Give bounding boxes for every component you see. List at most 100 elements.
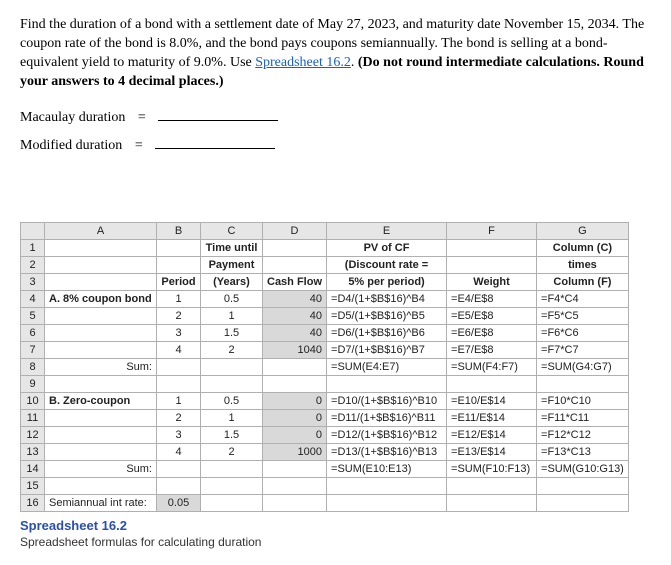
cell-G8: =SUM(G4:G7) [537, 358, 629, 375]
cell-A5 [45, 307, 157, 324]
cell-F2 [447, 256, 537, 273]
cell-C1: Time until [201, 239, 263, 256]
cell-D7: 1040 [263, 341, 327, 358]
cell-G14: =SUM(G10:G13) [537, 460, 629, 477]
macaulay-label: Macaulay duration [20, 110, 125, 125]
cell-E9 [327, 375, 447, 392]
cell-F10: =E10/E$14 [447, 392, 537, 409]
cell-C12: 1.5 [201, 426, 263, 443]
cell-A10: B. Zero-coupon [45, 392, 157, 409]
cell-F8: =SUM(F4:F7) [447, 358, 537, 375]
cell-C6: 1.5 [201, 324, 263, 341]
cell-D4: 40 [263, 290, 327, 307]
cell-B4: 1 [157, 290, 201, 307]
cell-E15 [327, 477, 447, 494]
cell-B9 [157, 375, 201, 392]
col-header-F: F [447, 222, 537, 239]
cell-B11: 2 [157, 409, 201, 426]
col-header-G: G [537, 222, 629, 239]
cell-A13 [45, 443, 157, 460]
cell-A8: Sum: [45, 358, 157, 375]
cell-E1: PV of CF [327, 239, 447, 256]
cell-A7 [45, 341, 157, 358]
cell-E5: =D5/(1+$B$16)^B5 [327, 307, 447, 324]
cell-C10: 0.5 [201, 392, 263, 409]
row-header-4: 4 [21, 290, 45, 307]
cell-D16 [263, 494, 327, 511]
cell-E2: (Discount rate = [327, 256, 447, 273]
cell-D11: 0 [263, 409, 327, 426]
cell-F15 [447, 477, 537, 494]
cell-D5: 40 [263, 307, 327, 324]
row-header-15: 15 [21, 477, 45, 494]
cell-B10: 1 [157, 392, 201, 409]
row-header-1: 1 [21, 239, 45, 256]
cell-B7: 4 [157, 341, 201, 358]
cell-A6 [45, 324, 157, 341]
cell-B5: 2 [157, 307, 201, 324]
cell-G4: =F4*C4 [537, 290, 629, 307]
cell-F7: =E7/E$8 [447, 341, 537, 358]
row-header-9: 9 [21, 375, 45, 392]
cell-E12: =D12/(1+$B$16)^B12 [327, 426, 447, 443]
cell-D3: Cash Flow [263, 273, 327, 290]
modified-input-blank[interactable] [155, 134, 275, 149]
cell-G7: =F7*C7 [537, 341, 629, 358]
row-header-14: 14 [21, 460, 45, 477]
cell-B14 [157, 460, 201, 477]
cell-D6: 40 [263, 324, 327, 341]
problem-text: Find the duration of a bond with a settl… [20, 16, 651, 92]
spreadsheet-caption: Spreadsheet 16.2 [20, 518, 651, 533]
cell-G1: Column (C) [537, 239, 629, 256]
row-header-7: 7 [21, 341, 45, 358]
cell-B1 [157, 239, 201, 256]
cell-A16: Semiannual int rate: [45, 494, 157, 511]
cell-B8 [157, 358, 201, 375]
spreadsheet-table: ABCDEFG1Time untilPV of CFColumn (C)2Pay… [20, 222, 629, 512]
row-header-11: 11 [21, 409, 45, 426]
cell-F4: =E4/E$8 [447, 290, 537, 307]
cell-B16: 0.05 [157, 494, 201, 511]
cell-G16 [537, 494, 629, 511]
cell-A2 [45, 256, 157, 273]
cell-A12 [45, 426, 157, 443]
cell-C7: 2 [201, 341, 263, 358]
cell-B15 [157, 477, 201, 494]
row-header-10: 10 [21, 392, 45, 409]
row-header-3: 3 [21, 273, 45, 290]
cell-F1 [447, 239, 537, 256]
cell-A14: Sum: [45, 460, 157, 477]
cell-B12: 3 [157, 426, 201, 443]
cell-E13: =D13/(1+$B$16)^B13 [327, 443, 447, 460]
row-header-6: 6 [21, 324, 45, 341]
cell-C15 [201, 477, 263, 494]
cell-F3: Weight [447, 273, 537, 290]
cell-E16 [327, 494, 447, 511]
corner-cell [21, 222, 45, 239]
cell-D13: 1000 [263, 443, 327, 460]
macaulay-input-blank[interactable] [158, 106, 278, 121]
cell-E10: =D10/(1+$B$16)^B10 [327, 392, 447, 409]
cell-D12: 0 [263, 426, 327, 443]
row-header-16: 16 [21, 494, 45, 511]
cell-C13: 2 [201, 443, 263, 460]
cell-A15 [45, 477, 157, 494]
cell-F16 [447, 494, 537, 511]
spreadsheet-link[interactable]: Spreadsheet 16.2 [255, 55, 351, 70]
equals-sign: = [135, 110, 149, 126]
cell-C8 [201, 358, 263, 375]
cell-C9 [201, 375, 263, 392]
cell-D9 [263, 375, 327, 392]
modified-label: Modified duration [20, 138, 122, 153]
cell-A11 [45, 409, 157, 426]
cell-A1 [45, 239, 157, 256]
cell-A3 [45, 273, 157, 290]
col-header-A: A [45, 222, 157, 239]
col-header-E: E [327, 222, 447, 239]
cell-G2: times [537, 256, 629, 273]
row-header-2: 2 [21, 256, 45, 273]
col-header-C: C [201, 222, 263, 239]
cell-F12: =E12/E$14 [447, 426, 537, 443]
equals-sign: = [132, 138, 146, 154]
cell-B13: 4 [157, 443, 201, 460]
